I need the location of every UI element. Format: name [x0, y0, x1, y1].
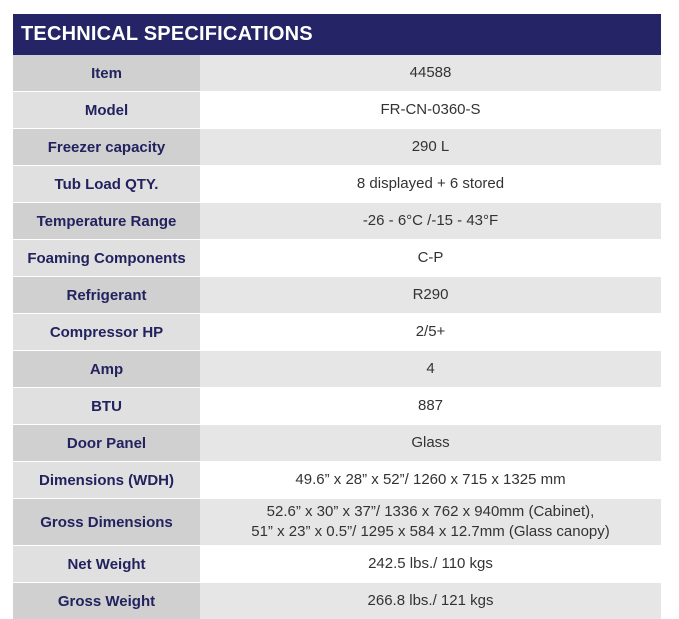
spec-value-text: FR-CN-0360-S [380, 101, 481, 118]
spec-label: Amp [13, 351, 200, 387]
spec-value-text: 290 L [411, 138, 450, 155]
spec-row-tub-load-qty: Tub Load QTY. 8 displayed + 6 stored [13, 165, 661, 202]
technical-specifications-table: TECHNICAL SPECIFICATIONS Item 44588 Mode… [13, 14, 661, 619]
spec-value: 52.6” x 30” x 37”/ 1336 x 762 x 940mm (C… [200, 499, 661, 545]
spec-value: 887 [200, 388, 661, 424]
spec-value-text: Glass [411, 434, 450, 451]
spec-value-text: 242.5 lbs./ 110 kgs [368, 555, 493, 572]
spec-value: 242.5 lbs./ 110 kgs [200, 546, 661, 582]
spec-row-door-panel: Door Panel Glass [13, 424, 661, 461]
spec-row-item: Item 44588 [13, 55, 661, 91]
spec-value-text: 887 [417, 397, 444, 414]
spec-value-text: R290 [412, 286, 449, 303]
spec-value: 266.8 lbs./ 121 kgs [200, 583, 661, 619]
spec-value: C-P [200, 240, 661, 276]
spec-value: -26 - 6°C /-15 - 43°F [200, 203, 661, 239]
spec-label: Gross Weight [13, 583, 200, 619]
spec-value: 290 L [200, 129, 661, 165]
spec-row-amp: Amp 4 [13, 350, 661, 387]
spec-row-model: Model FR-CN-0360-S [13, 91, 661, 128]
spec-value: FR-CN-0360-S [200, 92, 661, 128]
spec-label: Tub Load QTY. [13, 166, 200, 202]
spec-value: 49.6” x 28” x 52”/ 1260 x 715 x 1325 mm [200, 462, 661, 498]
spec-label: Dimensions (WDH) [13, 462, 200, 498]
spec-value-text-line-1: 52.6” x 30” x 37”/ 1336 x 762 x 940mm (C… [266, 503, 595, 520]
spec-row-foaming-components: Foaming Components C-P [13, 239, 661, 276]
spec-label: Door Panel [13, 425, 200, 461]
spec-label: Gross Dimensions [13, 499, 200, 545]
spec-value-text: 4 [426, 360, 435, 377]
spec-rows: Item 44588 Model FR-CN-0360-S Freezer ca… [13, 55, 661, 619]
spec-label: Model [13, 92, 200, 128]
spec-row-btu: BTU 887 [13, 387, 661, 424]
spec-value-text: 49.6” x 28” x 52”/ 1260 x 715 x 1325 mm [295, 471, 566, 488]
spec-row-freezer-capacity: Freezer capacity 290 L [13, 128, 661, 165]
spec-row-net-weight: Net Weight 242.5 lbs./ 110 kgs [13, 545, 661, 582]
spec-label: Refrigerant [13, 277, 200, 313]
spec-value: 2/5+ [200, 314, 661, 350]
spec-value-text: 2/5+ [415, 323, 446, 340]
spec-label: BTU [13, 388, 200, 424]
spec-label: Foaming Components [13, 240, 200, 276]
spec-value: 4 [200, 351, 661, 387]
table-header: TECHNICAL SPECIFICATIONS [13, 14, 661, 55]
spec-value: 44588 [200, 55, 661, 91]
spec-value-text: -26 - 6°C /-15 - 43°F [362, 212, 499, 229]
spec-row-gross-dimensions: Gross Dimensions 52.6” x 30” x 37”/ 1336… [13, 498, 661, 545]
spec-label: Freezer capacity [13, 129, 200, 165]
spec-value: Glass [200, 425, 661, 461]
spec-value-text-line-2: 51” x 23” x 0.5”/ 1295 x 584 x 12.7mm (G… [251, 523, 610, 540]
spec-row-gross-weight: Gross Weight 266.8 lbs./ 121 kgs [13, 582, 661, 619]
spec-row-dimensions: Dimensions (WDH) 49.6” x 28” x 52”/ 1260… [13, 461, 661, 498]
spec-row-temperature-range: Temperature Range -26 - 6°C /-15 - 43°F [13, 202, 661, 239]
table-title: TECHNICAL SPECIFICATIONS [21, 23, 313, 45]
spec-row-refrigerant: Refrigerant R290 [13, 276, 661, 313]
spec-label: Temperature Range [13, 203, 200, 239]
spec-value: 8 displayed + 6 stored [200, 166, 661, 202]
spec-value-text: 8 displayed + 6 stored [356, 175, 505, 192]
spec-label: Net Weight [13, 546, 200, 582]
spec-value-text: 266.8 lbs./ 121 kgs [367, 592, 494, 609]
spec-label: Item [13, 55, 200, 91]
spec-label: Compressor HP [13, 314, 200, 350]
spec-value-text: 44588 [409, 64, 452, 81]
spec-value: R290 [200, 277, 661, 313]
spec-row-compressor-hp: Compressor HP 2/5+ [13, 313, 661, 350]
spec-value-text: C-P [417, 249, 444, 266]
